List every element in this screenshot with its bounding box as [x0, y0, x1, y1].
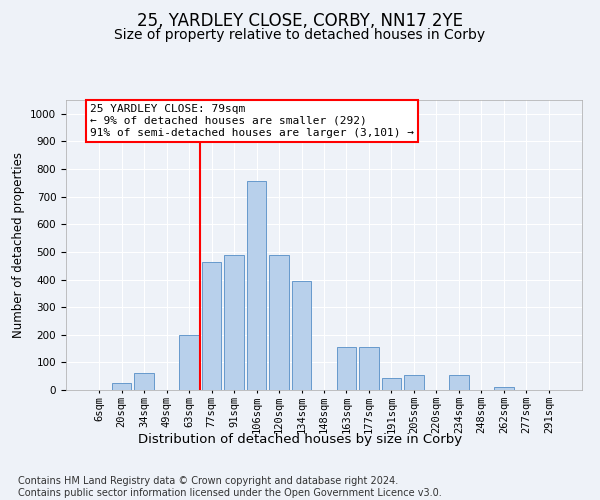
Text: 25, YARDLEY CLOSE, CORBY, NN17 2YE: 25, YARDLEY CLOSE, CORBY, NN17 2YE	[137, 12, 463, 30]
Bar	[292, 281, 311, 390]
Bar	[269, 254, 289, 390]
Bar	[202, 262, 221, 390]
Bar	[337, 347, 356, 390]
Bar	[247, 182, 266, 390]
Text: 25 YARDLEY CLOSE: 79sqm
← 9% of detached houses are smaller (292)
91% of semi-de: 25 YARDLEY CLOSE: 79sqm ← 9% of detached…	[90, 104, 414, 138]
Text: Size of property relative to detached houses in Corby: Size of property relative to detached ho…	[115, 28, 485, 42]
Y-axis label: Number of detached properties: Number of detached properties	[11, 152, 25, 338]
Bar	[112, 383, 131, 390]
Text: Contains HM Land Registry data © Crown copyright and database right 2024.
Contai: Contains HM Land Registry data © Crown c…	[18, 476, 442, 498]
Bar	[404, 375, 424, 390]
Bar	[224, 254, 244, 390]
Bar	[359, 347, 379, 390]
Bar	[179, 335, 199, 390]
Bar	[382, 378, 401, 390]
Bar	[134, 374, 154, 390]
Bar	[494, 387, 514, 390]
Bar	[449, 375, 469, 390]
Text: Distribution of detached houses by size in Corby: Distribution of detached houses by size …	[138, 432, 462, 446]
